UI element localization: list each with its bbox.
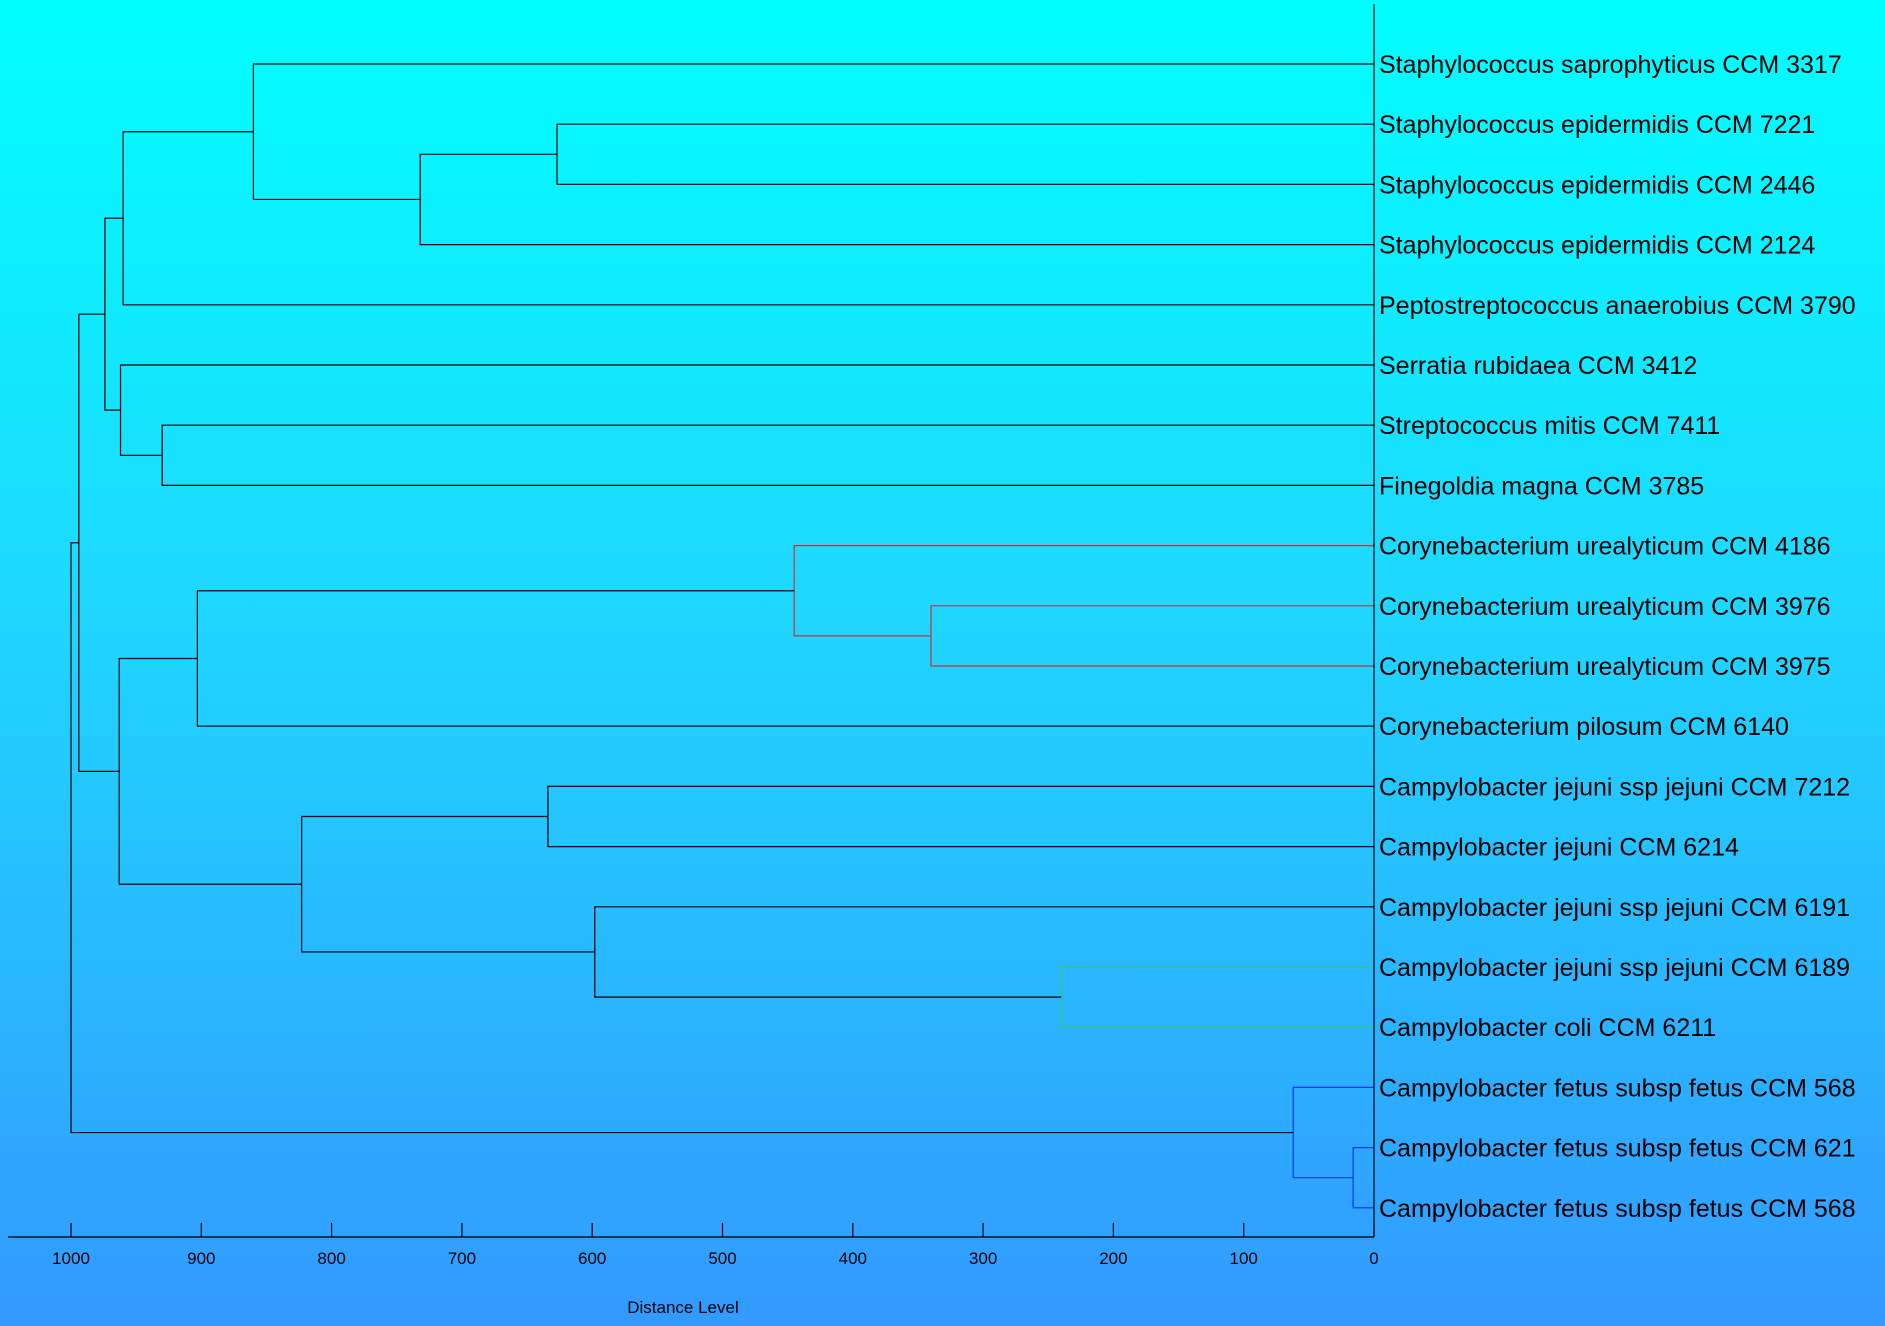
leaf-label: Campylobacter jejuni ssp jejuni CCM 6191: [1379, 894, 1850, 922]
leaf-label: Campylobacter jejuni ssp jejuni CCM 6189: [1379, 954, 1850, 982]
leaf-label: Staphylococcus epidermidis CCM 2446: [1379, 171, 1815, 199]
dendrogram-link: [70, 542, 1294, 1134]
leaf-labels: Staphylococcus saprophyticus CCM 3317 Sta…: [1379, 51, 1856, 1223]
dendrogram-link: [78, 313, 120, 772]
x-tick-label: 1000: [52, 1249, 90, 1268]
leaf-label: Campylobacter coli CCM 6211: [1379, 1014, 1716, 1042]
leaf-label: Campylobacter fetus subsp fetus CCM 621: [1379, 1135, 1856, 1163]
dendrogram-links: [70, 63, 1374, 1209]
x-axis: 1000 900 800 700 600 500 400 300 200 100 0 Distanc…: [8, 1223, 1379, 1317]
dendrogram-link: [793, 545, 1374, 637]
dendrogram-link: [1060, 966, 1374, 1028]
x-tick-label: 0: [1369, 1249, 1378, 1268]
leaf-label: Corynebacterium urealyticum CCM 3976: [1379, 593, 1831, 621]
leaf-label: Finegoldia magna CCM 3785: [1379, 472, 1704, 500]
dendrogram-link: [161, 424, 1374, 486]
dendrogram-link: [1292, 1086, 1374, 1179]
dendrogram-link: [930, 605, 1374, 667]
x-tick-label: 500: [708, 1249, 736, 1268]
x-tick-label: 900: [187, 1249, 215, 1268]
leaf-label: Corynebacterium urealyticum CCM 4186: [1379, 533, 1831, 561]
leaf-label: Staphylococcus epidermidis CCM 2124: [1379, 232, 1815, 260]
x-tick-label: 400: [839, 1249, 867, 1268]
dendrogram-link: [594, 906, 1374, 998]
x-tick-label: 700: [448, 1249, 476, 1268]
dendrogram-link: [122, 131, 1374, 306]
leaf-label: Campylobacter jejuni ssp jejuni CCM 7212: [1379, 773, 1850, 801]
leaf-label: Streptococcus mitis CCM 7411: [1379, 412, 1720, 440]
dendrogram-link: [301, 815, 595, 953]
dendrogram-link: [1352, 1147, 1374, 1209]
leaf-label: Staphylococcus saprophyticus CCM 3317: [1379, 51, 1842, 79]
leaf-label: Serratia rubidaea CCM 3412: [1379, 352, 1697, 380]
x-tick-label: 300: [969, 1249, 997, 1268]
dendrogram-link: [118, 657, 302, 885]
x-tick-label: 100: [1230, 1249, 1258, 1268]
dendrogram-link: [119, 364, 1374, 456]
x-tick-label: 200: [1099, 1249, 1127, 1268]
leaf-label: Campylobacter fetus subsp fetus CCM 568: [1379, 1195, 1856, 1223]
leaf-label: Peptostreptococcus anaerobius CCM 3790: [1379, 292, 1856, 320]
x-axis-title: Distance Level: [627, 1298, 739, 1317]
dendrogram-link: [556, 123, 1374, 185]
x-tick-label: 600: [578, 1249, 606, 1268]
leaf-label: Campylobacter jejuni CCM 6214: [1379, 834, 1739, 862]
dendrogram-link: [419, 153, 1374, 246]
x-axis-ticks: 1000 900 800 700 600 500 400 300 200 100 0: [52, 1223, 1379, 1268]
leaf-label: Campylobacter fetus subsp fetus CCM 568: [1379, 1074, 1856, 1102]
leaf-label: Corynebacterium urealyticum CCM 3975: [1379, 653, 1831, 681]
dendrogram-link: [252, 63, 1374, 201]
x-tick-label: 800: [317, 1249, 345, 1268]
dendrogram-link: [196, 590, 1374, 727]
dendrogram-link: [547, 785, 1374, 848]
leaf-label: Staphylococcus epidermidis CCM 7221: [1379, 111, 1815, 139]
leaf-label: Corynebacterium pilosum CCM 6140: [1379, 713, 1789, 741]
